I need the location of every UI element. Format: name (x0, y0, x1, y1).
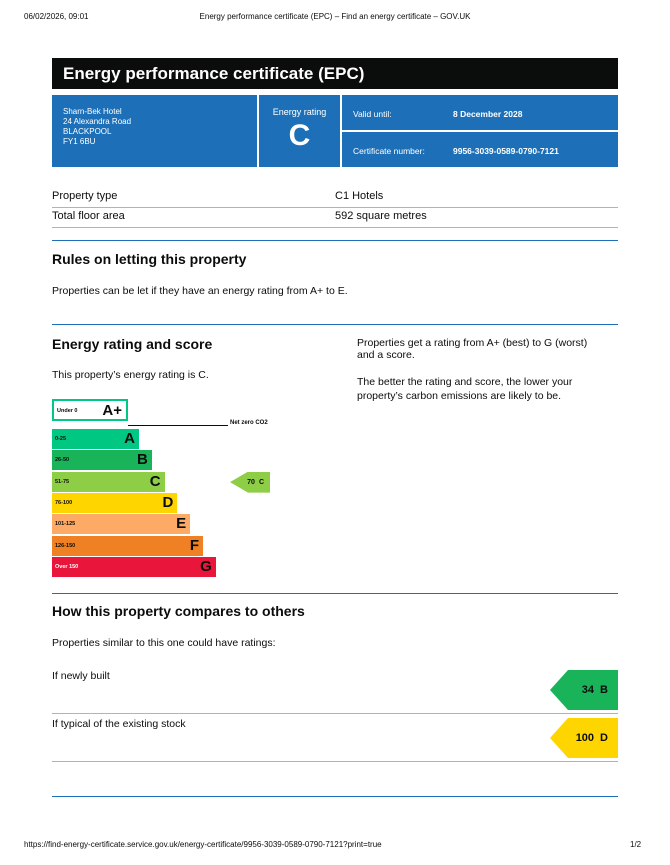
print-page: 1/2 (630, 840, 642, 849)
band: 26-50 B (52, 450, 152, 471)
compare-letter: B (600, 684, 608, 696)
property-key: Property type (52, 190, 118, 202)
band: 51-75 C (52, 471, 165, 492)
property-value: 592 square metres (335, 210, 427, 222)
band: Under 0 A+ (52, 399, 128, 421)
cert-label: Certificate number: (353, 146, 425, 156)
net-zero-line (128, 425, 228, 426)
band-range: Over 150 (55, 563, 79, 570)
band-letter: E (176, 515, 187, 533)
property-value: C1 Hotels (335, 190, 384, 202)
compare-label: If newly built (52, 670, 110, 682)
compare-arrow: 34 B (550, 670, 618, 710)
divider (52, 240, 618, 241)
band-range: 126-150 (55, 542, 76, 549)
current-letter: C (258, 478, 264, 486)
band-range: 0-25 (55, 436, 67, 442)
divider (52, 324, 618, 325)
rating-label: Energy rating (272, 107, 327, 117)
rules-text: Properties can be let if they have an en… (52, 285, 348, 297)
cert-value: 9956-3039-0589-0790-7121 (453, 146, 559, 156)
compare-heading: How this property compares to others (52, 603, 305, 619)
net-zero-label: Net zero CO2 (230, 420, 268, 426)
band-letter: D (162, 493, 174, 511)
compare-letter: D (600, 732, 608, 744)
band: 76-100 D (52, 492, 178, 513)
compare-text: Properties similar to this one could hav… (52, 637, 276, 649)
rule (52, 713, 618, 714)
band-letter: C (149, 472, 161, 490)
address-line: FY1 6BU (63, 137, 96, 146)
address-line: 24 Alexandra Road (63, 117, 132, 126)
title-bar: Energy performance certificate (EPC) (52, 58, 618, 89)
rule (52, 227, 618, 228)
band: 126-150 F (52, 535, 203, 556)
rating-text: This property’s energy rating is C. (52, 369, 209, 381)
divider (52, 796, 618, 797)
valid-box: Valid until: 8 December 2028 (342, 95, 618, 130)
address-line: BLACKPOOL (63, 127, 112, 136)
print-date: 06/02/2026, 09:01 (24, 12, 89, 21)
compare-score: 100 (575, 732, 595, 744)
cert-box: Certificate number: 9956-3039-0589-0790-7… (342, 132, 618, 167)
rule (52, 207, 618, 208)
band-letter: G (200, 557, 212, 575)
rating-heading: Energy rating and score (52, 336, 213, 352)
band: 0-25 A (52, 429, 139, 449)
current-arrow: 70 C (230, 471, 270, 493)
rating-box: Energy rating C (259, 95, 340, 167)
address-line: Sharn-Bek Hotel (63, 107, 122, 116)
band-letter: A+ (102, 402, 122, 419)
band-letter: A (124, 430, 135, 447)
band-letter: F (189, 536, 199, 554)
side-text: and a score. (357, 349, 415, 361)
compare-score: 34 (581, 684, 595, 696)
side-text: Properties get a rating from A+ (best) t… (357, 337, 588, 349)
rating-value: C (288, 119, 311, 152)
divider (52, 593, 618, 594)
valid-value: 8 December 2028 (453, 109, 523, 119)
band-range: 26-50 (55, 457, 70, 464)
band: Over 150 G (52, 556, 216, 577)
title: Energy performance certificate (EPC) (63, 64, 365, 83)
address-box: Sharn-Bek Hotel 24 Alexandra Road BLACKPOO… (52, 95, 257, 167)
band-letter: B (136, 451, 148, 469)
compare-arrow: 100 D (550, 718, 618, 758)
property-key: Total floor area (52, 210, 125, 222)
print-url: https://find-energy-certificate.service.… (24, 840, 382, 849)
rule (52, 761, 618, 762)
band-range: 101-125 (55, 521, 76, 528)
side-text: The better the rating and score, the low… (357, 376, 573, 388)
compare-label: If typical of the existing stock (52, 718, 186, 730)
band-range: 51-75 (55, 478, 70, 485)
rules-heading: Rules on letting this property (52, 251, 247, 267)
band: 101-125 E (52, 514, 191, 535)
print-title: Energy performance certificate (EPC) – F… (199, 12, 471, 21)
band-range: Under 0 (57, 408, 78, 414)
valid-label: Valid until: (353, 109, 392, 119)
side-text: property’s carbon emissions are likely t… (357, 390, 562, 402)
band-range: 76-100 (55, 499, 73, 506)
current-score: 70 (247, 478, 255, 486)
